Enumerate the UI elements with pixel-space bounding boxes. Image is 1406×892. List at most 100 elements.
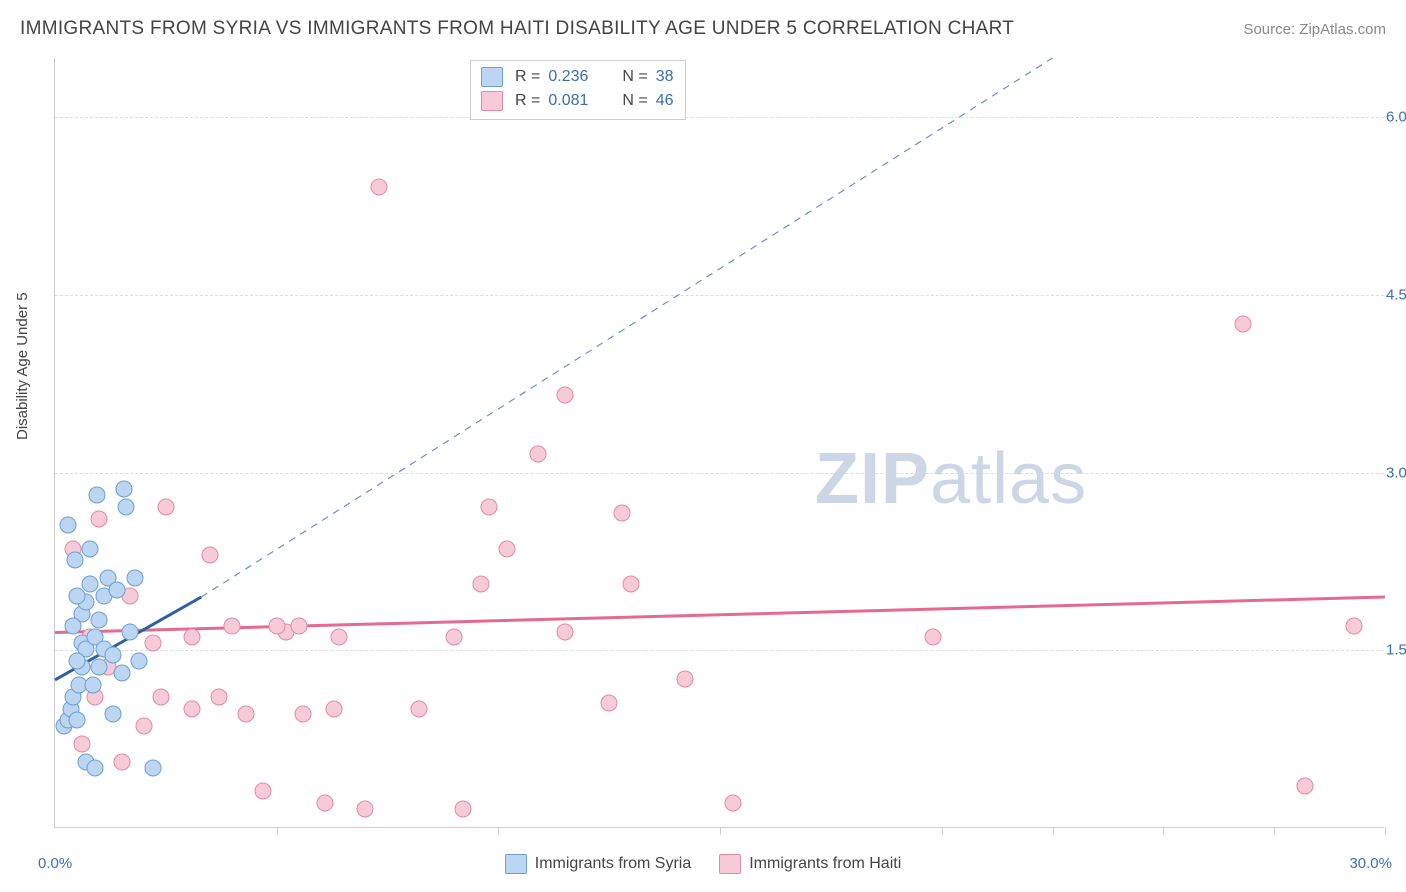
data-point (69, 712, 86, 729)
legend-swatch-syria (481, 67, 503, 87)
data-point (357, 801, 374, 818)
data-point (113, 665, 130, 682)
trend-lines (55, 58, 1384, 827)
r-label: R = (515, 92, 540, 110)
data-point (144, 635, 161, 652)
data-point (317, 795, 334, 812)
data-point (131, 653, 148, 670)
data-point (73, 736, 90, 753)
data-point (64, 617, 81, 634)
data-point (370, 179, 387, 196)
x-tick (1385, 827, 1386, 835)
data-point (614, 505, 631, 522)
data-point (224, 617, 241, 634)
y-tick-label: 4.5% (1386, 286, 1406, 303)
data-point (82, 540, 99, 557)
correlation-legend: R = 0.236 N = 38 R = 0.081 N = 46 (470, 60, 686, 120)
y-axis-label: Disability Age Under 5 (14, 292, 31, 440)
data-point (109, 582, 126, 599)
data-point (330, 629, 347, 646)
data-point (91, 511, 108, 528)
bottom-legend: Immigrants from Syria Immigrants from Ha… (0, 854, 1406, 874)
legend-label-haiti: Immigrants from Haiti (749, 855, 901, 873)
x-tick (498, 827, 499, 835)
data-point (211, 688, 228, 705)
data-point (84, 676, 101, 693)
data-point (86, 759, 103, 776)
data-point (89, 487, 106, 504)
data-point (623, 576, 640, 593)
data-point (499, 540, 516, 557)
x-tick (277, 827, 278, 835)
data-point (104, 647, 121, 664)
watermark: ZIPatlas (815, 438, 1087, 520)
data-point (255, 783, 272, 800)
data-point (601, 694, 618, 711)
data-point (290, 617, 307, 634)
watermark-rest: atlas (930, 439, 1087, 519)
r-label: R = (515, 68, 540, 86)
data-point (530, 445, 547, 462)
data-point (676, 670, 693, 687)
gridline (55, 295, 1384, 296)
data-point (268, 617, 285, 634)
data-point (326, 700, 343, 717)
legend-row-syria: R = 0.236 N = 38 (481, 65, 673, 89)
n-value-syria: 38 (656, 68, 674, 86)
plot-area: 1.5%3.0%4.5%6.0% ZIPatlas (54, 58, 1384, 828)
data-point (556, 386, 573, 403)
legend-label-syria: Immigrants from Syria (535, 855, 691, 873)
chart-header: IMMIGRANTS FROM SYRIA VS IMMIGRANTS FROM… (20, 18, 1386, 40)
data-point (104, 706, 121, 723)
data-point (135, 718, 152, 735)
data-point (113, 753, 130, 770)
data-point (1235, 315, 1252, 332)
legend-swatch-syria-icon (505, 854, 527, 874)
data-point (115, 481, 132, 498)
data-point (184, 700, 201, 717)
y-tick-label: 3.0% (1386, 464, 1406, 481)
data-point (184, 629, 201, 646)
data-point (69, 653, 86, 670)
data-point (924, 629, 941, 646)
n-value-haiti: 46 (656, 92, 674, 110)
data-point (91, 611, 108, 628)
data-point (1297, 777, 1314, 794)
y-tick-label: 6.0% (1386, 109, 1406, 126)
data-point (69, 588, 86, 605)
legend-row-haiti: R = 0.081 N = 46 (481, 89, 673, 113)
r-value-syria: 0.236 (548, 68, 604, 86)
x-start-label: 0.0% (38, 855, 72, 872)
data-point (237, 706, 254, 723)
data-point (126, 570, 143, 587)
y-tick-label: 1.5% (1386, 642, 1406, 659)
data-point (725, 795, 742, 812)
n-label: N = (622, 68, 647, 86)
data-point (410, 700, 427, 717)
r-value-haiti: 0.081 (548, 92, 604, 110)
data-point (202, 546, 219, 563)
chart-title: IMMIGRANTS FROM SYRIA VS IMMIGRANTS FROM… (20, 18, 1014, 40)
data-point (454, 801, 471, 818)
data-point (295, 706, 312, 723)
legend-item-syria: Immigrants from Syria (505, 854, 691, 874)
data-point (122, 623, 139, 640)
legend-swatch-haiti (481, 91, 503, 111)
data-point (66, 552, 83, 569)
data-point (144, 759, 161, 776)
data-point (91, 659, 108, 676)
data-point (1345, 617, 1362, 634)
gridline (55, 117, 1384, 118)
x-end-label: 30.0% (1349, 855, 1392, 872)
n-label: N = (622, 92, 647, 110)
x-tick (1163, 827, 1164, 835)
data-point (117, 499, 134, 516)
gridline (55, 650, 1384, 651)
data-point (481, 499, 498, 516)
x-tick (720, 827, 721, 835)
legend-swatch-haiti-icon (719, 854, 741, 874)
x-tick (942, 827, 943, 835)
data-point (153, 688, 170, 705)
data-point (157, 499, 174, 516)
legend-item-haiti: Immigrants from Haiti (719, 854, 901, 874)
